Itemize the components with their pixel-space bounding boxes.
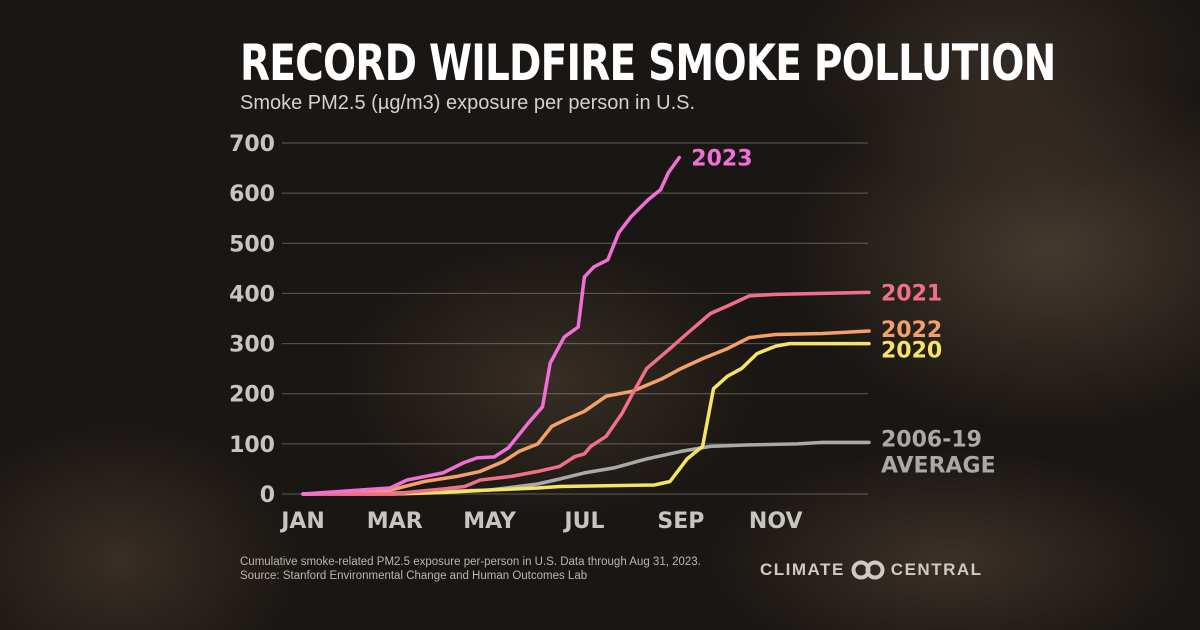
- y-tick-label: 700: [229, 132, 275, 157]
- x-tick-label: JAN: [279, 509, 325, 534]
- series-label: 2023: [691, 147, 752, 172]
- climate-central-logo: CLIMATE CENTRAL: [760, 560, 983, 580]
- series-line-2022: [301, 329, 871, 496]
- series-label: AVERAGE: [881, 453, 996, 478]
- series-line-2021: [301, 290, 871, 496]
- series-label: 2021: [881, 281, 942, 306]
- x-tick-label: MAY: [463, 509, 517, 534]
- gridlines: [282, 142, 868, 495]
- series-line-2023: [301, 155, 682, 496]
- y-tick-label: 300: [229, 333, 275, 358]
- logo-text-right: CENTRAL: [890, 560, 983, 579]
- x-tick-label: MAR: [367, 509, 423, 534]
- y-tick-label: 0: [260, 483, 275, 508]
- series-line-2020: [301, 341, 871, 496]
- x-axis-ticks: JAN MAR MAY JUL SEP NOV: [279, 509, 802, 534]
- source-note: Source: Stanford Environmental Change an…: [240, 570, 588, 582]
- y-axis-ticks: 0 100 200 300 400 500 600 700: [229, 132, 275, 508]
- y-tick-label: 500: [229, 232, 275, 257]
- series-label: 2006-19: [881, 427, 982, 452]
- y-tick-label: 400: [229, 282, 275, 307]
- footnote: Cumulative smoke-related PM2.5 exposure …: [240, 556, 701, 568]
- logo-mark-icon: [851, 560, 885, 580]
- y-tick-label: 100: [229, 433, 275, 458]
- chart-subtitle: Smoke PM2.5 (µg/m3) exposure per person …: [240, 92, 696, 114]
- y-tick-label: 200: [229, 383, 275, 408]
- series-lines: [301, 155, 871, 496]
- x-tick-label: SEP: [657, 509, 704, 534]
- x-tick-label: JUL: [562, 509, 604, 534]
- chart-title: RECORD WILDFIRE SMOKE POLLUTION: [240, 34, 1056, 92]
- series-label: 2020: [881, 339, 942, 364]
- logo-text-left: CLIMATE: [760, 560, 845, 579]
- x-tick-label: NOV: [749, 509, 803, 534]
- series-label: 2022: [881, 318, 942, 343]
- y-tick-label: 600: [229, 182, 275, 207]
